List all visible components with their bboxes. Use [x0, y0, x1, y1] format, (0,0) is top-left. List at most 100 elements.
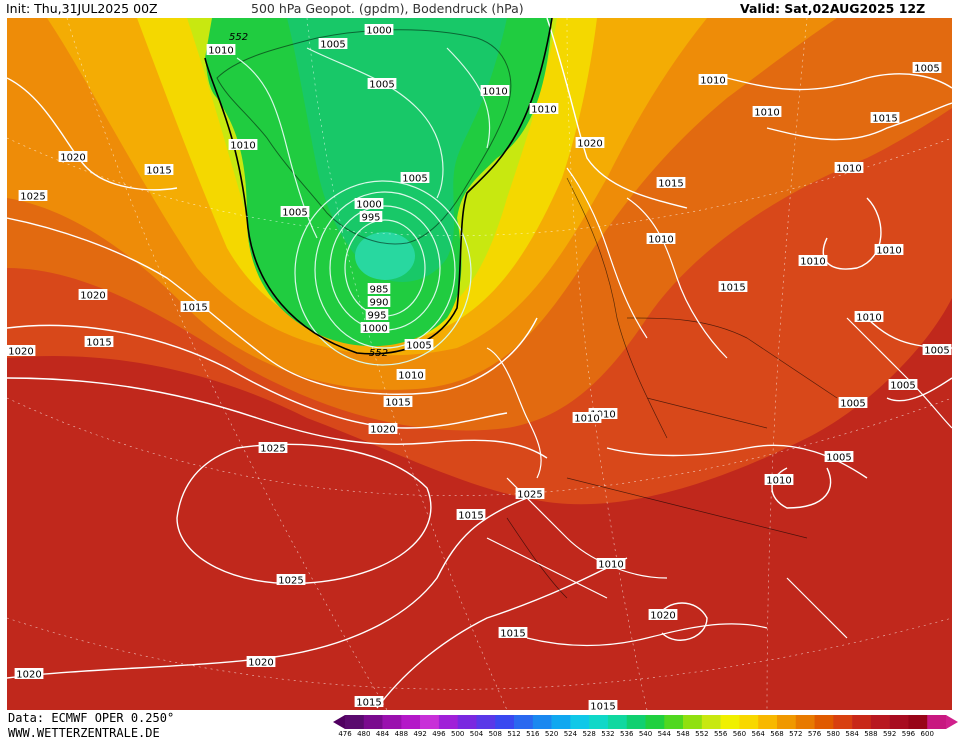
svg-text:1010: 1010: [598, 560, 623, 571]
svg-text:1020: 1020: [577, 139, 602, 150]
isobar-label: 1005: [838, 397, 868, 410]
isobar-label: 1020: [58, 151, 88, 164]
svg-text:1010: 1010: [766, 476, 791, 487]
svg-text:1005: 1005: [924, 346, 949, 357]
colorbar-swatch: [701, 715, 721, 729]
isobar-label: 1010: [854, 311, 884, 324]
isobar-label: 1020: [368, 423, 398, 436]
svg-text:1015: 1015: [500, 629, 525, 640]
colorbar-label: 596: [901, 730, 916, 738]
colorbar-swatch: [420, 715, 440, 729]
isobar-label: 1015: [656, 177, 686, 190]
svg-text:1015: 1015: [182, 303, 207, 314]
colorbar-swatch: [570, 715, 590, 729]
colorbar-swatch: [908, 715, 928, 729]
svg-text:985: 985: [369, 285, 388, 296]
svg-text:1000: 1000: [366, 26, 391, 37]
isobar-label: 1025: [258, 442, 288, 455]
colorbar-label: 568: [770, 730, 784, 738]
isobar-label: 1010: [206, 44, 236, 57]
colorbar-swatch: [870, 715, 890, 729]
colorbar-label: 488: [394, 730, 409, 738]
country-borders: [506, 177, 838, 599]
isobar-label: 1010: [228, 139, 258, 152]
svg-text:1010: 1010: [482, 87, 507, 98]
svg-text:1010: 1010: [648, 235, 673, 246]
isobar-label: 1010: [646, 233, 676, 246]
colorbar-label: 540: [638, 730, 653, 738]
svg-text:1025: 1025: [260, 444, 285, 455]
isobar-label: 1005: [404, 339, 434, 352]
isobar-label: 1025: [515, 488, 545, 501]
colorbar-label: 528: [582, 730, 596, 738]
isobar-label: 1015: [84, 336, 114, 349]
colorbar-label: 512: [507, 730, 521, 738]
graticule: [7, 18, 952, 710]
colorbar-label: 504: [469, 730, 484, 738]
map-title: 500 hPa Geopot. (gpdm), Bodendruck (hPa): [251, 1, 524, 16]
isobar-label: 1000: [354, 198, 384, 211]
svg-text:1000: 1000: [356, 200, 381, 211]
isobar-label: 1010: [752, 106, 782, 119]
colorbar-label: 492: [413, 730, 427, 738]
svg-text:1005: 1005: [369, 80, 394, 91]
colorbar-label: 600: [920, 730, 934, 738]
isobar-label: 1005: [912, 62, 942, 75]
colorbar-swatch: [683, 715, 703, 729]
isobar-label: 1005: [824, 451, 854, 464]
colorbar-swatch: [363, 715, 383, 729]
svg-text:1005: 1005: [282, 208, 307, 219]
isobar-label: 1010: [834, 162, 864, 175]
svg-text:995: 995: [361, 213, 380, 224]
svg-text:1015: 1015: [590, 702, 615, 711]
colorbar-swatch: [833, 715, 853, 729]
colorbar-label: 560: [732, 730, 747, 738]
isobar-label: 985: [367, 283, 391, 296]
weather-map: 1000 1005 1010 1005 1010 1010 1010 1005 1005 1000…: [7, 18, 952, 710]
colorbar-swatch: [607, 715, 628, 729]
isobar-label: 1020: [575, 137, 605, 150]
colorbar-swatch: [645, 715, 665, 729]
colorbar-label: 552: [695, 730, 709, 738]
svg-text:1020: 1020: [16, 670, 41, 681]
colorbar-swatch: [514, 715, 534, 729]
colorbar-swatch: [626, 715, 646, 729]
colorbar-swatch: [889, 715, 909, 729]
svg-text:990: 990: [369, 298, 388, 309]
svg-text:1000: 1000: [362, 324, 387, 335]
isobar-label: 1020: [648, 609, 678, 622]
svg-text:1005: 1005: [890, 381, 915, 392]
svg-text:1015: 1015: [356, 698, 381, 709]
svg-text:1010: 1010: [836, 164, 861, 175]
isobar-label: 1015: [718, 281, 748, 294]
website: WWW.WETTERZENTRALE.DE: [8, 726, 160, 740]
valid-time: Valid: Sat,02AUG2025 12Z: [740, 1, 926, 16]
colorbar-label: 584: [845, 730, 859, 738]
colorbar-label: 520: [544, 730, 559, 738]
colorbar-swatch: [382, 715, 402, 729]
isobar-label: 995: [365, 309, 389, 322]
svg-text:1015: 1015: [872, 114, 897, 125]
isobar-label: 1010: [396, 369, 426, 382]
isobar-label: 1005: [400, 172, 430, 185]
svg-text:1020: 1020: [8, 347, 33, 358]
isobar-label: 1020: [78, 289, 108, 302]
isobar-label: 1015: [456, 509, 486, 522]
isobar-label: 990: [367, 296, 391, 309]
svg-text:1010: 1010: [754, 108, 779, 119]
svg-text:1010: 1010: [876, 246, 901, 257]
svg-text:1020: 1020: [248, 658, 273, 669]
isobars: [7, 18, 952, 709]
isobar-label: 1010: [588, 408, 618, 421]
colorbar-label: 548: [676, 730, 690, 738]
colorbar: [333, 715, 958, 729]
isobar-label: 1010: [529, 103, 559, 116]
svg-text:1005: 1005: [402, 174, 427, 185]
init-time: Init: Thu,31JUL2025 00Z: [6, 1, 158, 16]
colorbar-label: 532: [601, 730, 615, 738]
colorbar-label: 500: [451, 730, 465, 738]
colorbar-swatch: [476, 715, 496, 729]
isobar-label: 1000: [364, 24, 394, 37]
svg-text:1010: 1010: [590, 410, 615, 421]
colorbar-label: 508: [488, 730, 502, 738]
